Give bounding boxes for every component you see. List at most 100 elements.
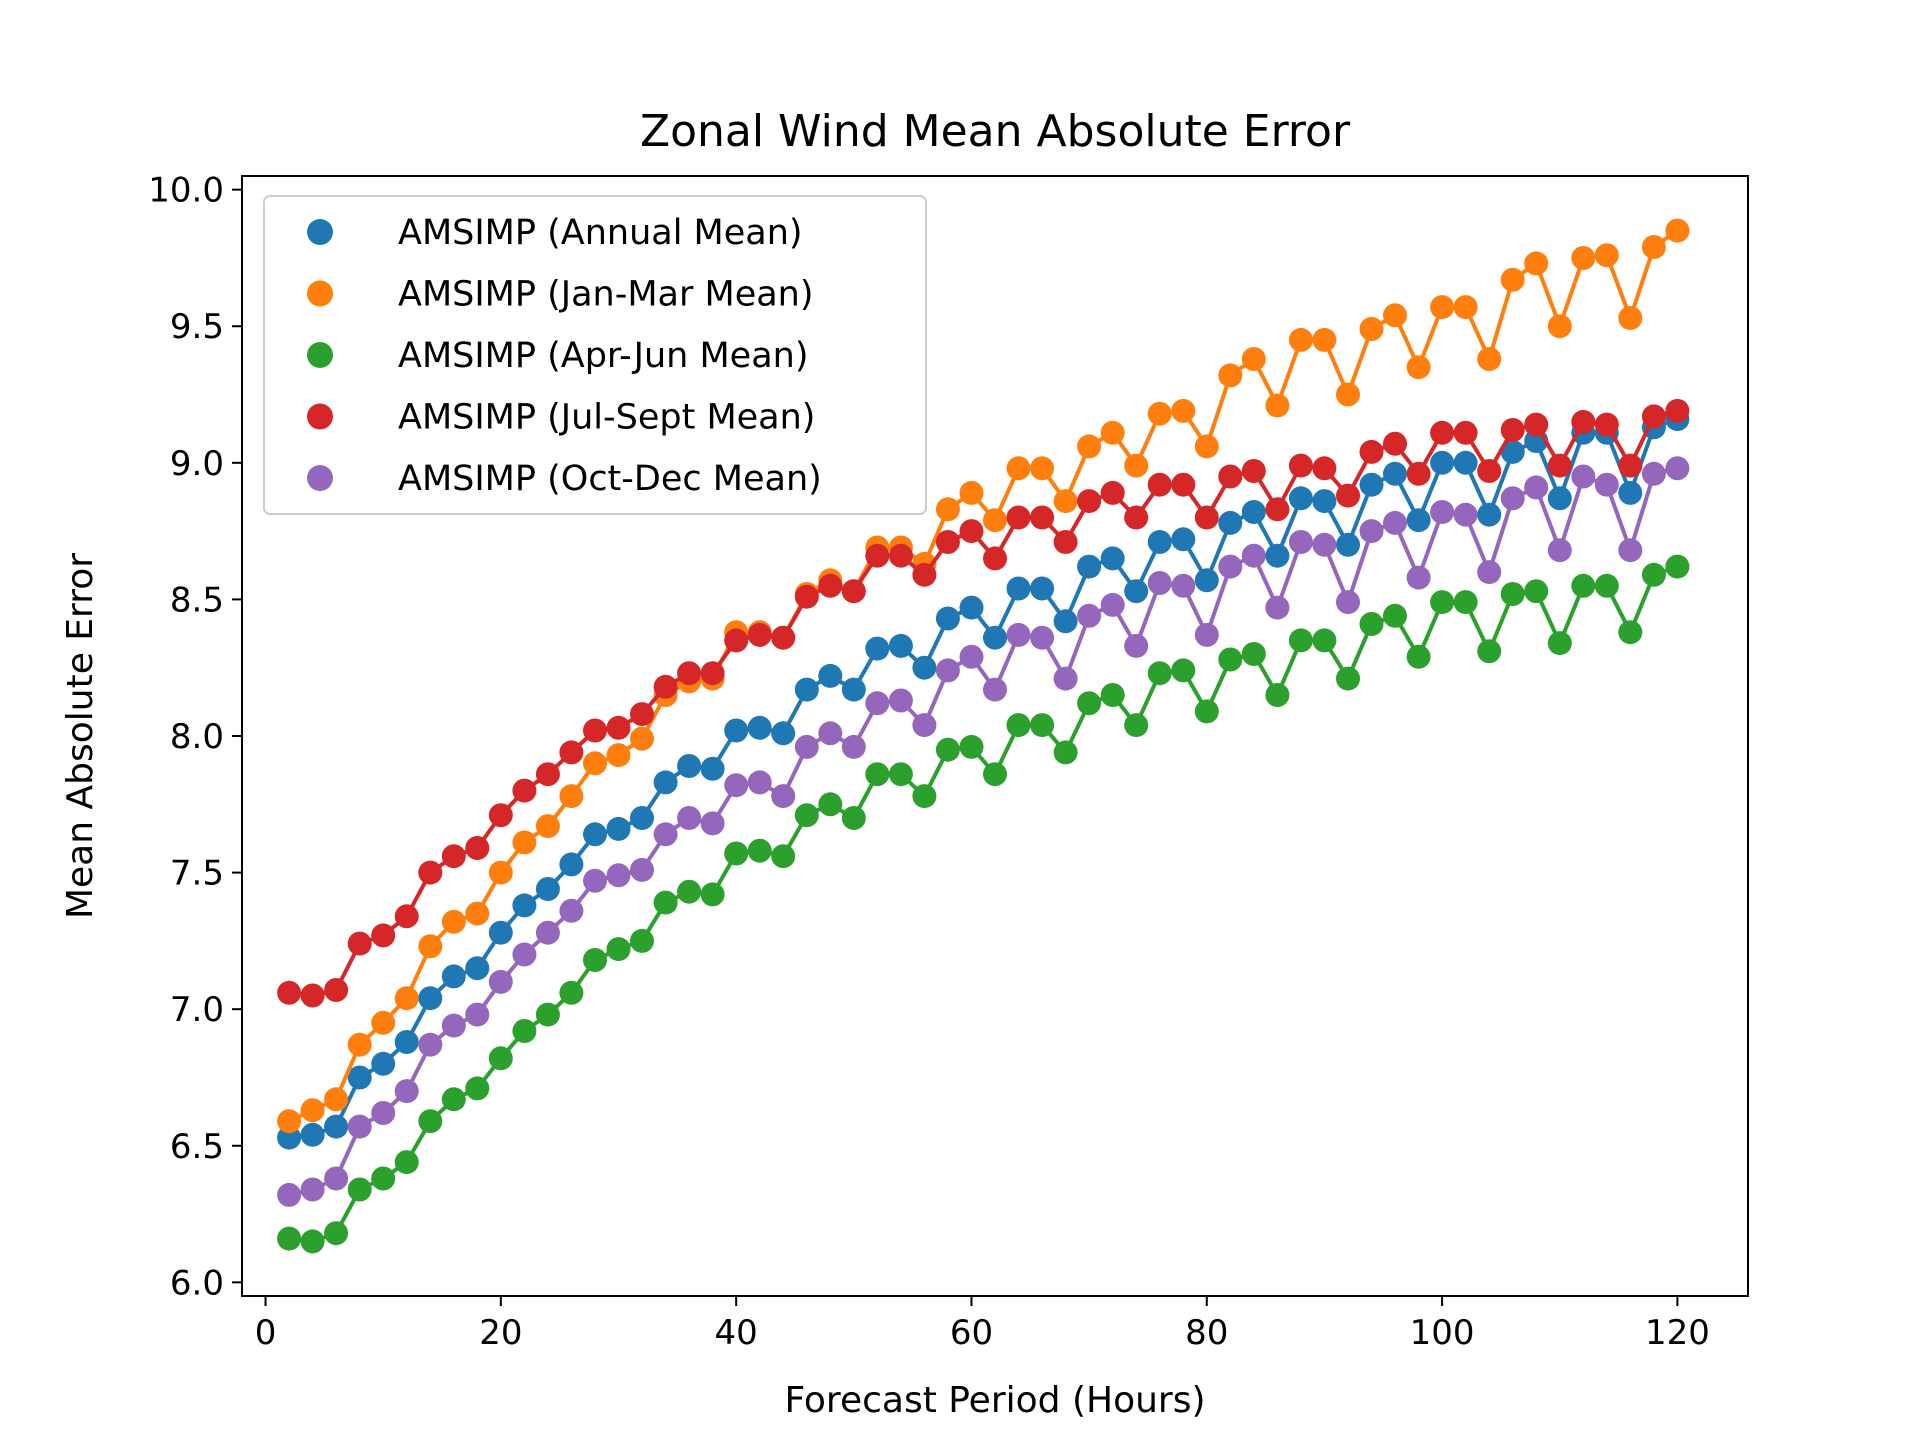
data-point	[747, 622, 772, 647]
data-point	[606, 937, 631, 962]
y-tick-label: 10.0	[148, 171, 224, 211]
y-tick-label: 8.5	[170, 580, 224, 620]
data-point	[677, 806, 702, 830]
data-point	[1383, 431, 1407, 456]
data-point	[1100, 480, 1125, 505]
data-point	[1336, 483, 1360, 508]
data-point	[1288, 628, 1313, 653]
data-point	[324, 978, 349, 1002]
data-point	[653, 890, 678, 915]
data-point	[394, 1150, 419, 1175]
data-point	[1618, 480, 1643, 505]
data-point	[653, 822, 678, 847]
data-point	[1171, 573, 1196, 598]
data-point	[1665, 456, 1690, 481]
chart-title: Zonal Wind Mean Absolute Error	[640, 106, 1351, 157]
series-4	[277, 398, 1690, 1008]
x-tick-label: 80	[1185, 1313, 1228, 1353]
data-point	[818, 792, 843, 817]
data-point	[747, 838, 772, 863]
data-point	[1500, 418, 1525, 442]
data-point	[1124, 453, 1149, 478]
series-2	[277, 218, 1690, 1134]
data-point	[371, 1101, 396, 1125]
data-point	[371, 1010, 396, 1035]
data-point	[1194, 622, 1219, 647]
plot-frame	[241, 175, 1749, 1297]
data-point	[1053, 530, 1078, 554]
data-point	[1406, 461, 1431, 486]
legend-box	[263, 195, 927, 515]
data-point	[488, 860, 513, 885]
data-point	[1594, 472, 1619, 497]
data-point	[1030, 456, 1055, 481]
x-tick-label: 20	[479, 1313, 522, 1353]
data-point	[347, 1032, 372, 1057]
data-point	[1077, 603, 1102, 628]
data-point	[418, 986, 443, 1011]
data-point	[1218, 510, 1243, 535]
data-point	[771, 784, 796, 809]
legend-marker	[307, 403, 333, 430]
data-point	[347, 1065, 372, 1090]
data-point	[724, 773, 749, 798]
data-point	[1359, 317, 1384, 341]
data-point	[1265, 683, 1290, 707]
data-point	[277, 1109, 302, 1134]
data-point	[1571, 246, 1596, 270]
data-point	[935, 530, 960, 554]
data-point	[677, 661, 702, 686]
data-point	[935, 658, 960, 683]
data-point	[1500, 486, 1525, 511]
data-point	[1147, 401, 1172, 426]
data-point	[630, 726, 654, 751]
data-point	[1218, 363, 1243, 388]
data-point	[441, 1013, 466, 1038]
x-tick-label: 0	[255, 1313, 277, 1353]
data-point	[1030, 576, 1055, 601]
data-point	[935, 737, 960, 762]
data-point	[700, 882, 725, 907]
legend-label: AMSIMP (Apr-Jun Mean)	[398, 336, 808, 376]
legend-marker	[307, 219, 333, 245]
data-point	[1312, 489, 1337, 514]
data-point	[747, 715, 772, 740]
data-point	[1359, 439, 1384, 464]
data-point	[606, 743, 631, 768]
data-point	[1641, 404, 1666, 429]
data-point	[724, 628, 749, 653]
data-point	[1336, 590, 1360, 615]
data-point	[1100, 592, 1125, 617]
data-point	[865, 691, 890, 716]
data-point	[1147, 571, 1172, 595]
data-point	[1500, 267, 1525, 292]
data-point	[559, 784, 584, 809]
legend-label: AMSIMP (Jan-Mar Mean)	[398, 275, 814, 315]
data-point	[1030, 505, 1055, 530]
data-point	[1359, 612, 1384, 636]
data-point	[983, 546, 1007, 571]
data-point	[1500, 439, 1525, 464]
data-point	[1312, 628, 1337, 653]
data-point	[677, 754, 702, 778]
data-point	[1147, 661, 1172, 686]
y-axis-label: Mean Absolute Error	[60, 553, 101, 919]
data-point	[1524, 475, 1549, 500]
data-point	[1077, 691, 1102, 716]
data-point	[1571, 573, 1596, 598]
data-point	[1171, 472, 1196, 497]
plot-series	[277, 218, 1690, 1254]
data-point	[1100, 420, 1125, 445]
x-tick-label: 120	[1645, 1313, 1710, 1353]
x-axis-label: Forecast Period (Hours)	[784, 1380, 1205, 1421]
data-point	[1524, 251, 1549, 276]
data-point	[771, 844, 796, 869]
data-point	[983, 625, 1007, 650]
data-point	[394, 904, 419, 929]
data-point	[1077, 554, 1102, 579]
data-point	[535, 920, 560, 945]
data-point	[1571, 464, 1596, 489]
data-point	[1641, 235, 1666, 259]
data-point	[418, 934, 443, 959]
data-point	[1147, 530, 1172, 554]
